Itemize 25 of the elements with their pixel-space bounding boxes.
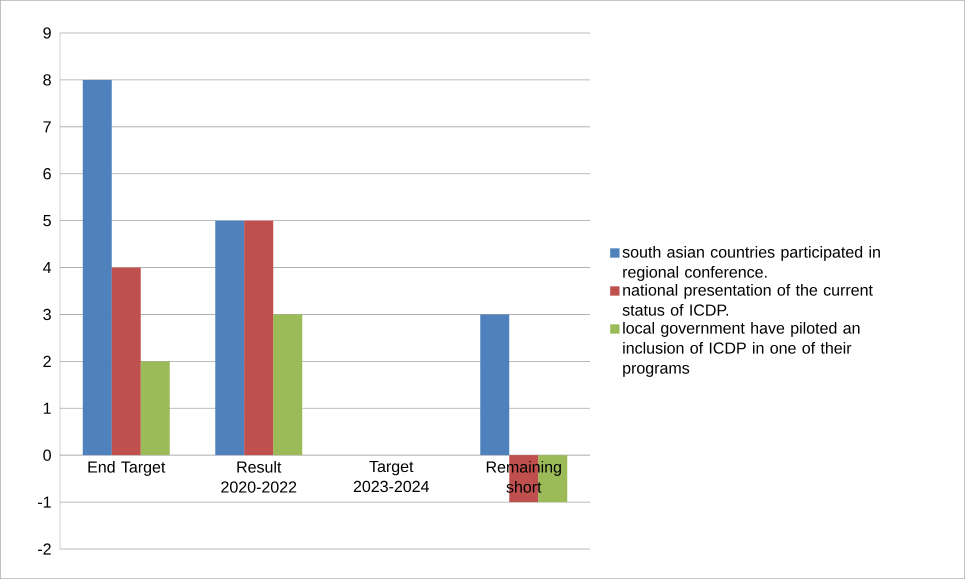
x-tick-label: Target 2023-2024 [354,460,430,492]
legend-label: national presentation of the current status of ICDP. [622,284,873,316]
y-tick-label: 8 [43,74,51,86]
y-tick-label: 3 [43,308,51,320]
bar [215,220,244,456]
y-tick-label: 7 [43,121,51,132]
y-tick-label: 4 [43,262,52,274]
x-tick-label: Result 2020-2022 [221,460,296,493]
y-tick-label: 9 [43,27,51,39]
bar [480,314,510,456]
legend-label: local government have piloted an inclusion of ICDP in one of their programs [623,322,860,377]
bar [82,80,112,456]
y-tick-label: -1 [38,496,51,508]
y-tick-label: 6 [43,168,51,180]
x-tick-label: End Target [88,460,166,476]
bar [140,361,170,456]
bar [273,314,302,456]
y-tick-label: 1 [44,402,51,414]
y-tick-label: 0 [43,450,51,461]
legend-label: south asian countries participated in regional conference. [622,246,880,281]
y-tick-label: -2 [38,543,51,555]
y-tick-label: 5 [43,215,51,226]
bar [112,268,141,456]
y-tick-label: 2 [43,356,51,367]
bar [244,220,274,456]
